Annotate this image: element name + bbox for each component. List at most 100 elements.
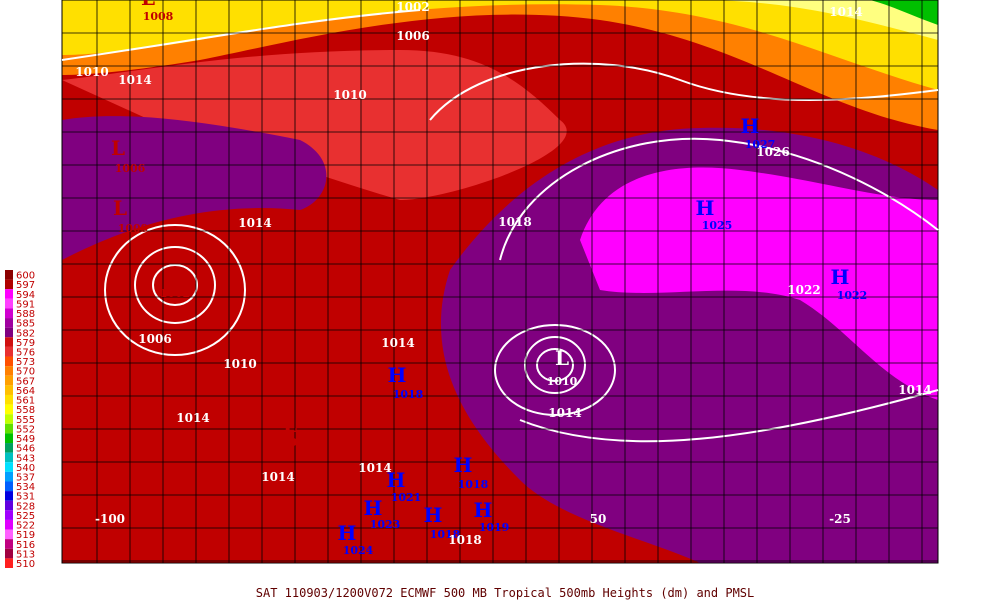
legend-swatch [5,558,13,568]
legend-swatch [5,491,13,501]
legend-swatch [5,443,13,453]
legend-swatch [5,548,13,559]
legend-label: 519 [16,530,35,541]
legend-label: 588 [16,309,35,320]
isobar-label: 1014 [358,461,391,475]
pressure-symbol: H [338,521,357,545]
pressure-symbol: H [388,363,407,387]
legend-label: 528 [16,501,35,512]
legend-label: 597 [16,280,35,291]
legend-label: 564 [16,386,35,397]
legend-swatch [5,414,13,424]
isobar-label: 1006 [138,332,171,346]
legend-label: 567 [16,376,35,387]
legend-label: 522 [16,521,35,532]
pressure-symbol: H [454,453,473,477]
pressure-symbol: H [831,265,850,289]
isobar-label: 1014 [829,5,862,19]
legend-swatch [5,404,13,415]
height-band [62,0,938,130]
pressure-value: 1010 [547,375,578,388]
legend-label: 591 [16,299,35,310]
pressure-value: 1008 [143,10,174,23]
isobar-label: 1006 [396,29,429,43]
legend-label: 531 [16,492,35,503]
pressure-value: 1006 [115,162,146,175]
legend-swatch [5,375,13,386]
pressure-value: 1018 [430,528,461,541]
height-band [62,50,567,200]
height-band [500,0,938,40]
legend-label: 594 [16,290,35,301]
pressure-value: 1025 [702,219,733,232]
pressure-value: 1021 [391,491,422,504]
legend-label: 582 [16,328,35,339]
pressure-symbol: L [166,264,180,288]
pressure-value: 1024 [343,544,374,557]
isobar-label: 1014 [381,336,414,350]
legend-swatch [5,327,13,338]
legend-label: 537 [16,472,35,483]
longitude-label: 50 [590,512,607,526]
legend-swatch [5,318,13,328]
isobar-label: 1014 [176,411,209,425]
pressure-symbol: H [364,496,383,520]
map-frame [61,0,939,564]
longitude-label: -25 [829,512,851,526]
legend-label: 585 [16,319,35,330]
isobar-label: 1010 [223,357,256,371]
isobar-label: 1018 [448,533,481,547]
isobar-label: 1018 [498,215,531,229]
legend-swatch [5,308,13,319]
pressure-symbol: L [283,413,297,437]
height-band [62,116,327,260]
legend-label: 546 [16,444,35,455]
pressure-value: 1022 [837,289,868,302]
legend-swatch [5,452,13,463]
legend-swatch [5,529,13,540]
isobar-label: 1010 [333,88,366,102]
legend-label: 525 [16,511,35,522]
legend-swatch [5,289,13,299]
legend-label: 579 [16,338,35,349]
legend-label: 561 [16,396,35,407]
longitude-label: -100 [95,512,125,526]
legend-swatch [5,298,13,309]
legend-label: 534 [16,482,35,493]
legend-swatch [5,500,13,511]
legend-swatch [5,519,13,530]
legend-swatch [5,423,13,434]
isobar-label: 1014 [261,470,294,484]
pressure-symbol: H [696,196,715,220]
pressure-value: 1027 [745,138,776,151]
legend-label: 516 [16,540,35,551]
caption: SAT 110903/1200V072 ECMWF 500 MB Tropica… [256,586,755,600]
legend-label: 576 [16,348,35,359]
legend-swatch [5,385,13,395]
isobar-label: 1002 [396,0,429,14]
height-band [580,167,938,400]
legend-swatch [5,270,13,280]
pressure-symbol: L [113,196,127,220]
legend-label: 558 [16,405,35,416]
legend-label: 600 [16,271,35,282]
legend-swatch [5,356,13,367]
pressure-symbol: H [424,503,443,527]
isobars [61,9,939,443]
legend-label: 570 [16,367,35,378]
legend-label: 573 [16,357,35,368]
isobar-label: 1014 [548,406,581,420]
legend-label: 543 [16,453,35,464]
legend-swatch [5,481,13,492]
legend-swatch [5,433,13,444]
legend-swatch [5,346,13,357]
pressure-symbol: H [474,498,493,522]
isobar-label: 1014 [238,216,271,230]
pressure-value: 1011 [282,436,313,449]
legend-label: 549 [16,434,35,445]
legend-swatch [5,471,13,482]
pressure-value: 1019 [479,521,510,534]
height-band [870,0,938,25]
legend-label: 555 [16,415,35,426]
